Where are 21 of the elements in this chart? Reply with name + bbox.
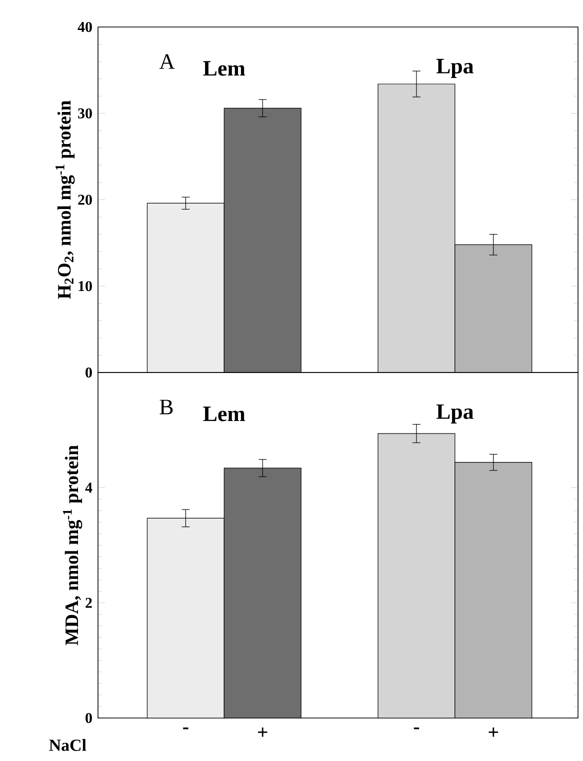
- x-tick-label: +: [258, 728, 268, 737]
- y-tick-label: 30: [78, 108, 92, 118]
- y-tick-label: 0: [86, 712, 92, 724]
- annotation: Lem: [203, 406, 246, 422]
- annotation: Lpa: [436, 404, 474, 424]
- y-axis-title: MDA, nmol mg$^{-1}$ protein: [62, 445, 82, 646]
- x-tick-label: -: [414, 728, 420, 730]
- y-tick-label: 4: [85, 482, 92, 493]
- annotation: Lem: [203, 61, 246, 76]
- y-tick-label: 2: [86, 598, 92, 608]
- y-tick-label: 0: [86, 367, 92, 378]
- annotation: Lpa: [436, 58, 474, 78]
- x-axis-title: NaCl: [49, 739, 86, 751]
- x-tick-label: +: [488, 728, 498, 737]
- y-tick-label: 20: [78, 194, 92, 205]
- y-tick-label: 40: [78, 22, 92, 32]
- y-axis-title: H$_{2}$O$_{2}$, nmol mg$^{-1}$ protein: [56, 100, 75, 299]
- x-tick-label: -: [183, 728, 188, 730]
- y-tick-label: 10: [78, 281, 92, 292]
- annotation: A: [159, 54, 175, 69]
- annotation: B: [160, 400, 173, 414]
